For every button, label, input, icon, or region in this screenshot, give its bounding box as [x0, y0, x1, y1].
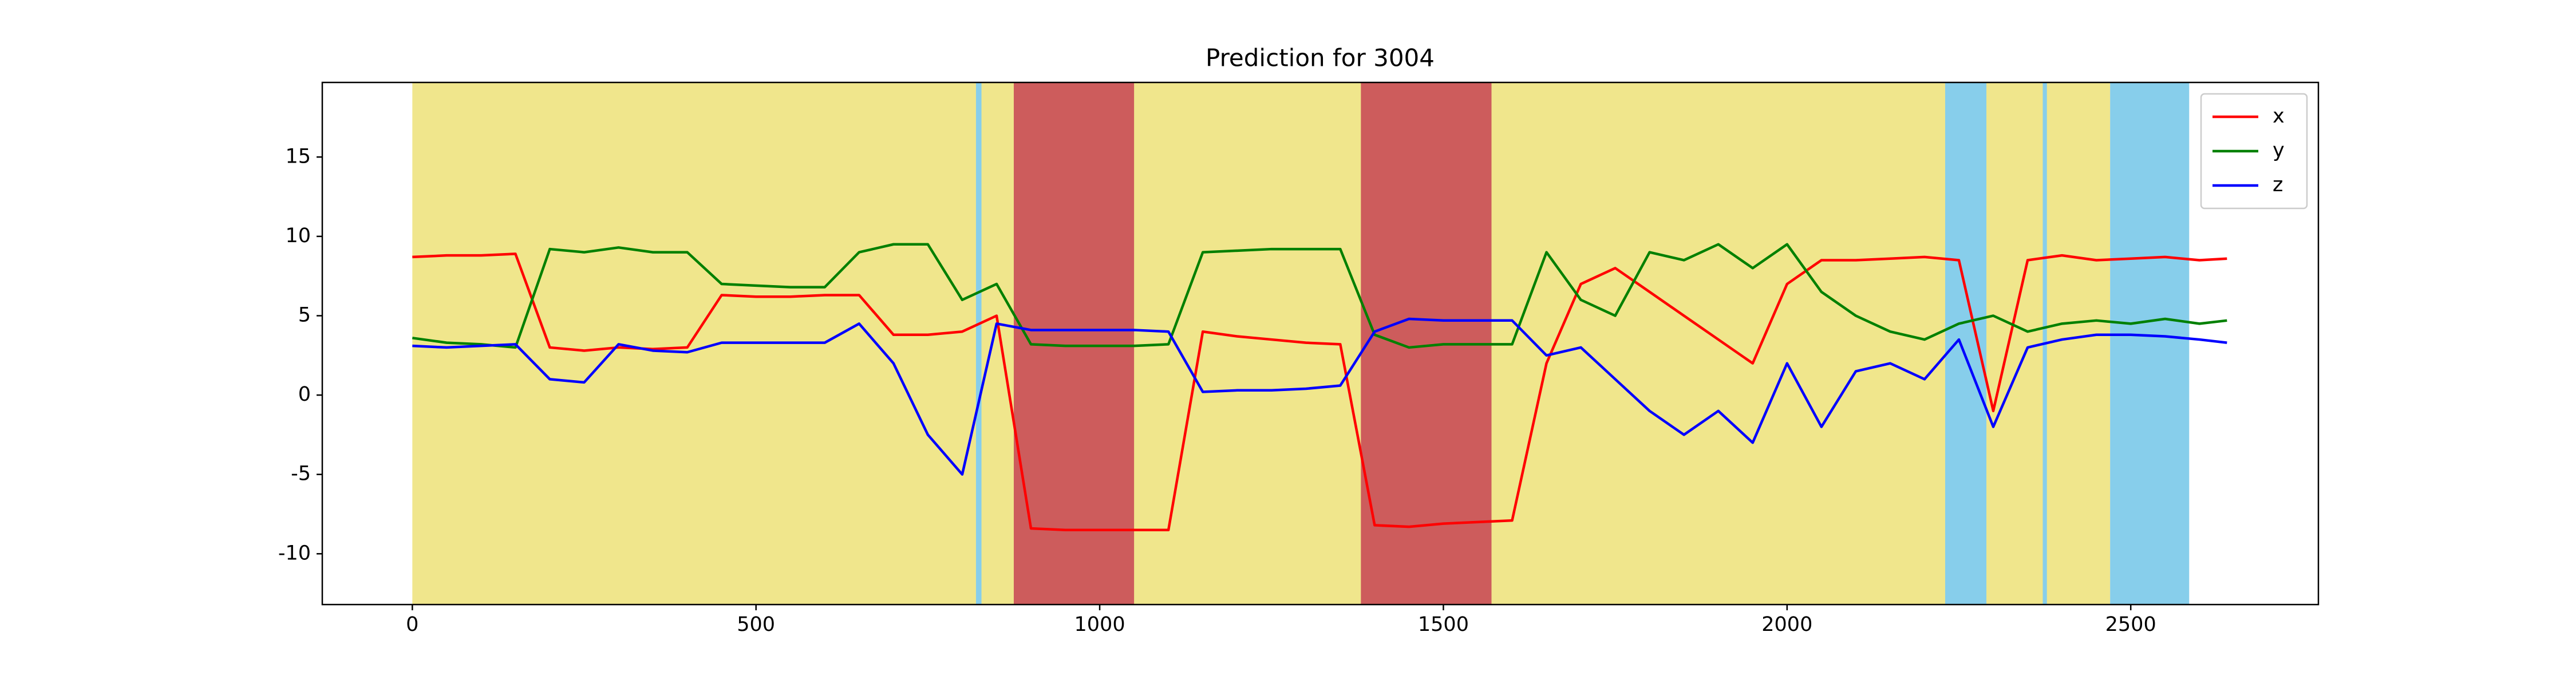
legend-label: z — [2273, 173, 2283, 196]
y-tick-label: 0 — [298, 383, 311, 406]
x-tick-label: 500 — [737, 613, 775, 636]
span — [2110, 82, 2190, 605]
series-line — [412, 243, 2227, 349]
series-line — [412, 317, 2227, 476]
x-tick-label: 1500 — [1418, 613, 1469, 636]
y-tick-label: -5 — [291, 463, 311, 485]
x-tick-label: 2500 — [2105, 613, 2156, 636]
x-tick-label: 0 — [406, 613, 418, 636]
chart-title: Prediction for 3004 — [1206, 44, 1435, 72]
legend-label: y — [2273, 139, 2285, 162]
series-line — [412, 252, 2227, 531]
axes-frame — [321, 81, 2320, 606]
x-tick-label: 2000 — [1761, 613, 1812, 636]
span — [1945, 82, 1987, 605]
legend-label: x — [2273, 105, 2285, 128]
span — [975, 82, 982, 605]
y-tick-label: -10 — [278, 542, 311, 564]
y-tick-label: 10 — [285, 224, 311, 247]
y-tick-label: 15 — [285, 145, 311, 168]
y-tick-label: 5 — [298, 303, 311, 326]
span — [412, 82, 2111, 605]
x-tick-label: 1000 — [1074, 613, 1125, 636]
